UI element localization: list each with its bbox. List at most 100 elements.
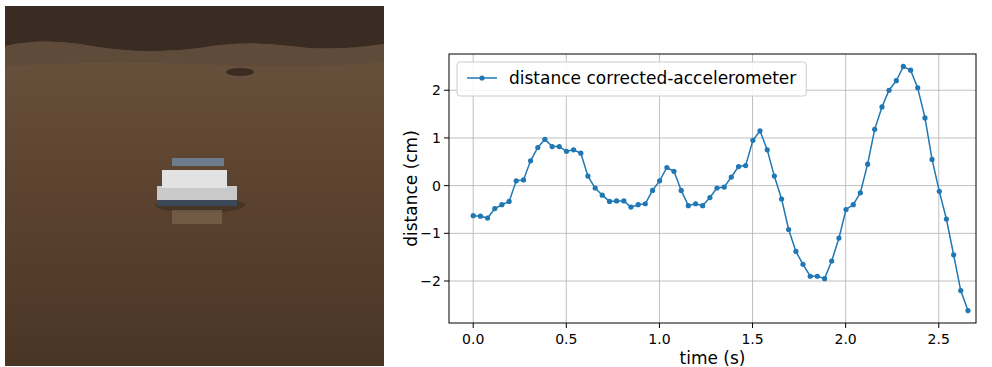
series-marker xyxy=(478,214,483,219)
series-marker xyxy=(922,115,927,120)
series-marker xyxy=(650,188,655,193)
series-marker xyxy=(614,198,619,203)
series-marker xyxy=(585,173,590,178)
series-marker xyxy=(714,185,719,190)
series-marker xyxy=(729,174,734,179)
series-marker xyxy=(686,203,691,208)
series-marker xyxy=(564,149,569,154)
y-tick xyxy=(444,137,449,138)
series-line xyxy=(473,66,968,310)
series-marker xyxy=(944,216,949,221)
chart: 0.00.51.01.52.02.5−2−1012time (s)distanc… xyxy=(401,54,976,367)
y-axis-title: distance (cm) xyxy=(401,130,421,247)
x-tick-label: 1.0 xyxy=(648,331,670,347)
series-marker xyxy=(937,189,942,194)
series-marker xyxy=(958,288,963,293)
y-grid-line xyxy=(449,185,976,186)
series-marker xyxy=(786,227,791,232)
series-marker xyxy=(700,203,705,208)
series-marker xyxy=(535,145,540,150)
series-marker xyxy=(793,249,798,254)
y-tick-label: 1 xyxy=(432,130,441,146)
x-tick xyxy=(752,323,753,328)
series-marker xyxy=(471,213,476,218)
x-axis-title: time (s) xyxy=(680,348,746,367)
y-tick-label: 0 xyxy=(432,178,441,194)
series-marker xyxy=(779,196,784,201)
series-marker xyxy=(965,308,970,313)
series-marker xyxy=(657,178,662,183)
series-marker xyxy=(822,276,827,281)
series-marker xyxy=(550,144,555,149)
y-tick xyxy=(444,90,449,91)
series-marker xyxy=(908,68,913,73)
grid xyxy=(449,54,976,323)
series-marker xyxy=(578,151,583,156)
series-marker xyxy=(750,138,755,143)
figure: 0.00.51.01.52.02.5−2−1012time (s)distanc… xyxy=(0,0,992,367)
series-marker xyxy=(894,78,899,83)
series-marker xyxy=(843,207,848,212)
series-marker xyxy=(851,202,856,207)
x-tick xyxy=(566,323,567,328)
series-marker xyxy=(528,158,533,163)
y-tick-label: 2 xyxy=(432,82,441,98)
series-marker xyxy=(593,185,598,190)
series-marker xyxy=(757,128,762,133)
series-marker xyxy=(521,177,526,182)
boat-body xyxy=(162,170,227,188)
plot-frame xyxy=(449,54,976,323)
series-marker xyxy=(600,193,605,198)
series-marker xyxy=(679,188,684,193)
x-tick-label: 2.5 xyxy=(928,331,950,347)
series-marker xyxy=(951,252,956,257)
series-marker xyxy=(829,258,834,263)
series-marker xyxy=(628,205,633,210)
series-marker xyxy=(542,137,547,142)
x-tick-label: 0.5 xyxy=(555,331,577,347)
series-marker xyxy=(671,169,676,174)
reflection xyxy=(5,41,384,66)
series-marker xyxy=(736,164,741,169)
x-tick-label: 2.0 xyxy=(835,331,857,347)
y-tick xyxy=(444,233,449,234)
legend-marker xyxy=(479,75,484,80)
series-marker xyxy=(901,64,906,69)
series-marker xyxy=(492,206,497,211)
x-tick xyxy=(845,323,846,328)
series-marker xyxy=(915,85,920,90)
y-tick-label: −1 xyxy=(420,225,441,241)
series-marker xyxy=(743,163,748,168)
series-marker xyxy=(800,262,805,267)
series-marker xyxy=(693,201,698,206)
series-marker xyxy=(836,236,841,241)
series-marker xyxy=(879,104,884,109)
series-marker xyxy=(507,199,512,204)
solar-panel xyxy=(172,158,224,166)
legend-label: distance corrected-accelerometer xyxy=(509,68,796,88)
series-marker xyxy=(722,184,727,189)
x-tick xyxy=(473,323,474,328)
x-tick-label: 1.5 xyxy=(741,331,763,347)
y-grid-line xyxy=(449,233,976,234)
legend-box xyxy=(457,62,806,96)
rock xyxy=(226,68,254,76)
series-marker xyxy=(664,165,669,170)
x-tick-label: 0.0 xyxy=(462,331,484,347)
photo xyxy=(5,6,384,366)
water xyxy=(5,6,384,366)
y-tick xyxy=(444,185,449,186)
y-tick xyxy=(444,281,449,282)
series-marker xyxy=(571,147,576,152)
series-marker xyxy=(772,173,777,178)
series-marker xyxy=(643,201,648,206)
series-marker xyxy=(858,190,863,195)
y-grid-line xyxy=(449,281,976,282)
series-marker xyxy=(707,195,712,200)
series-marker xyxy=(929,157,934,162)
series-marker xyxy=(636,202,641,207)
series-marker xyxy=(514,178,519,183)
series-marker xyxy=(872,127,877,132)
series-marker xyxy=(808,274,813,279)
series-marker xyxy=(607,199,612,204)
